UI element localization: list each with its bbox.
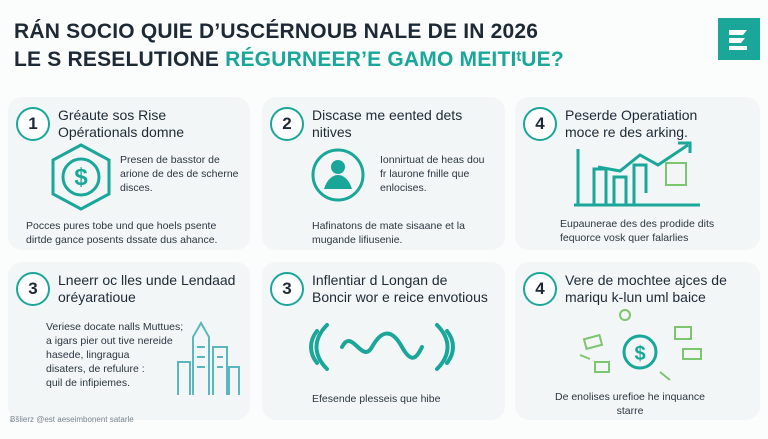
title-line-1: RÁN SOCIO QUIE D’USCÉRNOUB NALE DE IN 20… bbox=[14, 20, 539, 43]
title-line: Boncir wor e reice envotious bbox=[312, 289, 488, 305]
card: 2 Discase me eented dets nitives Ionnirtuat… bbox=[262, 97, 505, 250]
title-line: Discase me eented dets bbox=[312, 107, 463, 123]
text-line: starre bbox=[616, 405, 644, 417]
title-line: Peserde Operatiation bbox=[565, 107, 698, 123]
card: 3 Inflentiar d Longan de Boncir wor e reic… bbox=[262, 262, 505, 420]
title-dark: LE S RESELUTIONE bbox=[14, 48, 220, 71]
card-text: Pocces pures tobe und que hoels psente di… bbox=[26, 219, 217, 247]
text-line: disces. bbox=[120, 182, 153, 194]
text-line: a igars pier out tive nereide bbox=[46, 335, 173, 347]
card-title: Peserde Operatiation moce re des arking. bbox=[565, 107, 697, 141]
card-text: Ionnirtuat de heas dou fr laurone fnille … bbox=[380, 153, 485, 195]
logo bbox=[718, 18, 760, 60]
title-line: Inflentiar d Longan de bbox=[312, 272, 448, 288]
text-line: arione de des de scherne bbox=[120, 168, 239, 180]
title-line: Vere de mochtee ajces de bbox=[565, 272, 727, 288]
step-number: 2 bbox=[270, 107, 304, 141]
card-text: Presen de basstor de arione de des de sch… bbox=[120, 153, 239, 195]
card: $ 1 Gréaute sos Rise Opérationals domne Pre… bbox=[8, 97, 250, 250]
dollar-icon: $ bbox=[51, 143, 111, 211]
card: $ 4 Vere de mochtee ajces de mariqu k-lun … bbox=[515, 262, 760, 420]
card-title: Lneerr oc lles unde Lendaad oréyaratioue bbox=[58, 272, 235, 306]
text-line: Efesende plesseis que hibe bbox=[312, 393, 441, 405]
title-line: moce re des arking. bbox=[565, 124, 688, 140]
text-line: Ionnirtuat de heas dou bbox=[380, 154, 485, 166]
text-line: Veriese docate nalls Muttues; bbox=[46, 321, 184, 333]
title-line: Gréaute sos Rise bbox=[58, 107, 167, 123]
chart-icon bbox=[574, 141, 700, 207]
card: 4 Peserde Operatiation moce re des arking.… bbox=[515, 97, 760, 250]
svg-text:$: $ bbox=[634, 343, 645, 365]
title-line: oréyaratioue bbox=[58, 289, 136, 305]
text-line: quil de infipiemes. bbox=[46, 377, 131, 389]
card-text: Hafinatons de mate sisaane et la mugande … bbox=[312, 219, 465, 247]
card-text: Eupaunerae des des prodide dits fequorce … bbox=[560, 217, 714, 245]
step-number: 3 bbox=[270, 272, 304, 306]
title-line: mariqu k-lun uml baice bbox=[565, 289, 706, 305]
card-title: Discase me eented dets nitives bbox=[312, 107, 462, 141]
title-accent: RÉGURNEER’E GAMO MEITIᵗUE? bbox=[225, 48, 564, 71]
card-text: Veriese docate nalls Muttues; a igars pie… bbox=[46, 320, 183, 390]
text-line: dirtde gance posents dssate dus ahance. bbox=[26, 234, 218, 246]
step-number: 3 bbox=[16, 272, 50, 306]
text-line: enlocises. bbox=[380, 182, 427, 194]
title-line: nitives bbox=[312, 124, 352, 140]
card-title: Gréaute sos Rise Opérationals domne bbox=[58, 107, 184, 141]
card-title: Vere de mochtee ajces de mariqu k-lun uml… bbox=[565, 272, 727, 306]
card: 3 Lneerr oc lles unde Lendaad oréyaratioue… bbox=[8, 262, 250, 420]
text-line: Pocces pures tobe und que hoels psente bbox=[26, 220, 217, 232]
step-number: 4 bbox=[523, 107, 557, 141]
scatter-icon: $ bbox=[579, 309, 702, 381]
step-number: 4 bbox=[523, 272, 557, 306]
text-line: hasede, lingragua bbox=[46, 349, 130, 361]
text-line: De enolises urefioe he inquance bbox=[555, 391, 706, 403]
card-text: De enolises urefioe he inquance starre bbox=[555, 390, 705, 418]
title-line: Lneerr oc lles unde Lendaad bbox=[58, 272, 236, 288]
text-line: disaters, de refulure : bbox=[46, 363, 145, 375]
people-icon bbox=[311, 148, 365, 202]
step-number: 1 bbox=[16, 107, 50, 141]
footer: Ƀšlierz @est aeseimbonent satarle bbox=[10, 415, 134, 424]
title-line: Opérationals domne bbox=[58, 124, 185, 140]
title-line-2: LE S RESELUTIONE RÉGURNEER’E GAMO MEITIᵗ… bbox=[14, 48, 564, 72]
text-line: Presen de basstor de bbox=[120, 154, 220, 166]
card-text: Efesende plesseis que hibe bbox=[312, 392, 440, 406]
text-line: fequorce vosk quer falarlies bbox=[560, 232, 689, 244]
text-line: mugande lifiusenie. bbox=[312, 234, 403, 246]
wave-icon bbox=[309, 323, 455, 371]
card-title: Inflentiar d Longan de Boncir wor e reice… bbox=[312, 272, 488, 306]
text-line: Hafinatons de mate sisaane et la bbox=[312, 220, 465, 232]
text-line: Eupaunerae des des prodide dits bbox=[560, 218, 715, 230]
svg-text:$: $ bbox=[74, 164, 88, 191]
city-icon bbox=[177, 320, 240, 395]
text-line: fr laurone fnille que bbox=[380, 168, 470, 180]
